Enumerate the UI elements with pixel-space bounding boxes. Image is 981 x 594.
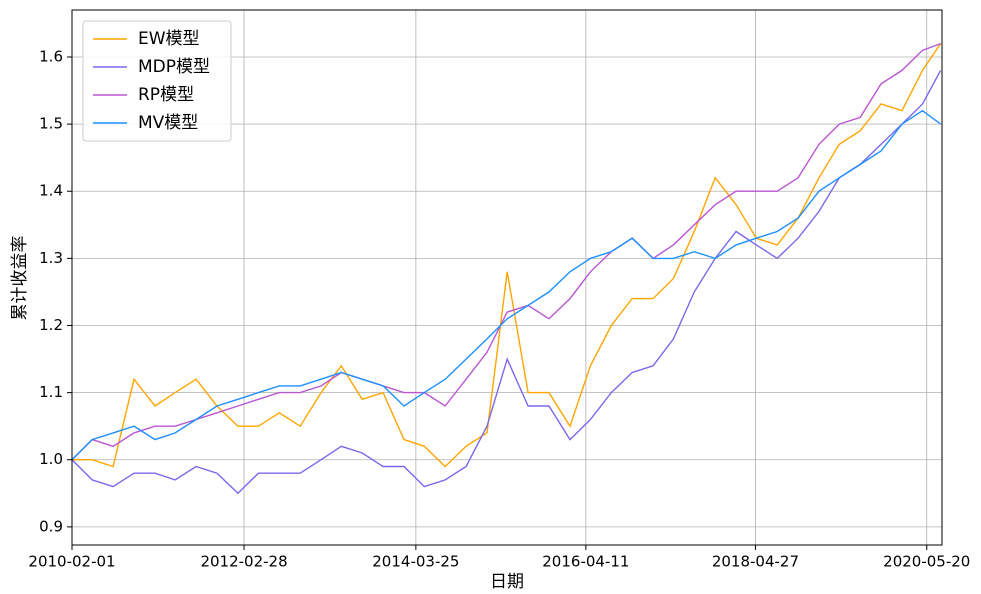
x-tick-label: 2016-04-11 [542, 553, 629, 571]
legend-box [82, 20, 232, 142]
legend-label: RP模型 [138, 85, 194, 105]
x-tick-label: 2012-02-28 [200, 553, 287, 571]
y-tick-label: 1.5 [39, 115, 63, 133]
legend-label: MV模型 [138, 113, 198, 133]
x-tick-label: 2010-02-01 [28, 553, 115, 571]
y-tick-label: 1.2 [39, 316, 63, 334]
y-tick-label: 1.4 [39, 182, 63, 200]
x-tick-label: 2020-05-20 [883, 553, 970, 571]
x-axis-label: 日期 [490, 572, 524, 592]
series-line [71, 70, 942, 495]
y-tick-label: 1.1 [39, 383, 63, 401]
plot-frame [71, 9, 943, 546]
series-line [71, 42, 941, 461]
legend-label: MDP模型 [138, 57, 210, 77]
x-tick-label: 2014-03-25 [372, 553, 459, 571]
y-axis-label: 累计收益率 [10, 236, 30, 321]
y-tick-label: 0.9 [39, 517, 63, 535]
legend-label: EW模型 [138, 29, 200, 49]
y-tick-label: 1.3 [39, 249, 63, 267]
y-tick-label: 1.0 [39, 450, 63, 468]
series-line [71, 109, 942, 461]
y-tick-label: 1.6 [39, 47, 63, 65]
legend: EW模型 MDP模型 RP模型 MV模型 [82, 20, 232, 142]
x-tick-label: 2018-04-27 [712, 553, 799, 571]
